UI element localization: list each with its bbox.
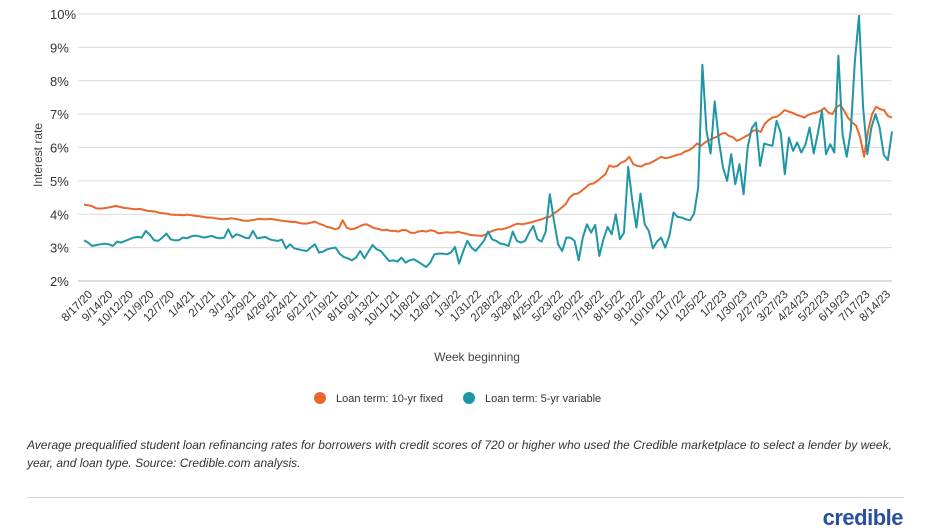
series-line-10yr-fixed xyxy=(83,103,893,237)
y-tick-label: 7% xyxy=(50,107,69,122)
y-tick-label: 9% xyxy=(50,40,69,55)
y-tick-label: 8% xyxy=(50,74,69,89)
y-tick-label: 3% xyxy=(50,241,69,256)
y-axis-ticks: 2% 3% 4% 5% 6% 7% 8% 9% 10% xyxy=(50,7,76,289)
legend-label-10yr-fixed: Loan term: 10-yr fixed xyxy=(336,393,443,405)
y-axis-title: Interest rate xyxy=(31,123,45,187)
series-line-5yr-variable xyxy=(83,14,893,268)
y-tick-label: 10% xyxy=(50,7,76,22)
legend-label-5yr-variable: Loan term: 5-yr variable xyxy=(485,393,601,405)
legend-swatch-5yr-variable xyxy=(463,392,475,404)
legend-swatch-10yr-fixed xyxy=(314,392,326,404)
y-tick-label: 4% xyxy=(50,207,69,222)
legend: Loan term: 10-yr fixed Loan term: 5-yr v… xyxy=(314,392,601,405)
series-lines xyxy=(83,14,893,268)
credible-logo: credible xyxy=(822,505,904,530)
x-axis-title: Week beginning xyxy=(434,350,520,364)
y-tick-label: 2% xyxy=(50,274,69,289)
footer-divider xyxy=(27,497,904,498)
gridlines xyxy=(78,13,892,282)
chart-caption: Average prequalified student loan refina… xyxy=(27,438,892,470)
y-tick-label: 5% xyxy=(50,174,69,189)
y-tick-label: 6% xyxy=(50,141,69,156)
x-axis-ticks: 8/17/209/14/2010/12/2011/9/2012/7/201/4/… xyxy=(60,289,894,329)
